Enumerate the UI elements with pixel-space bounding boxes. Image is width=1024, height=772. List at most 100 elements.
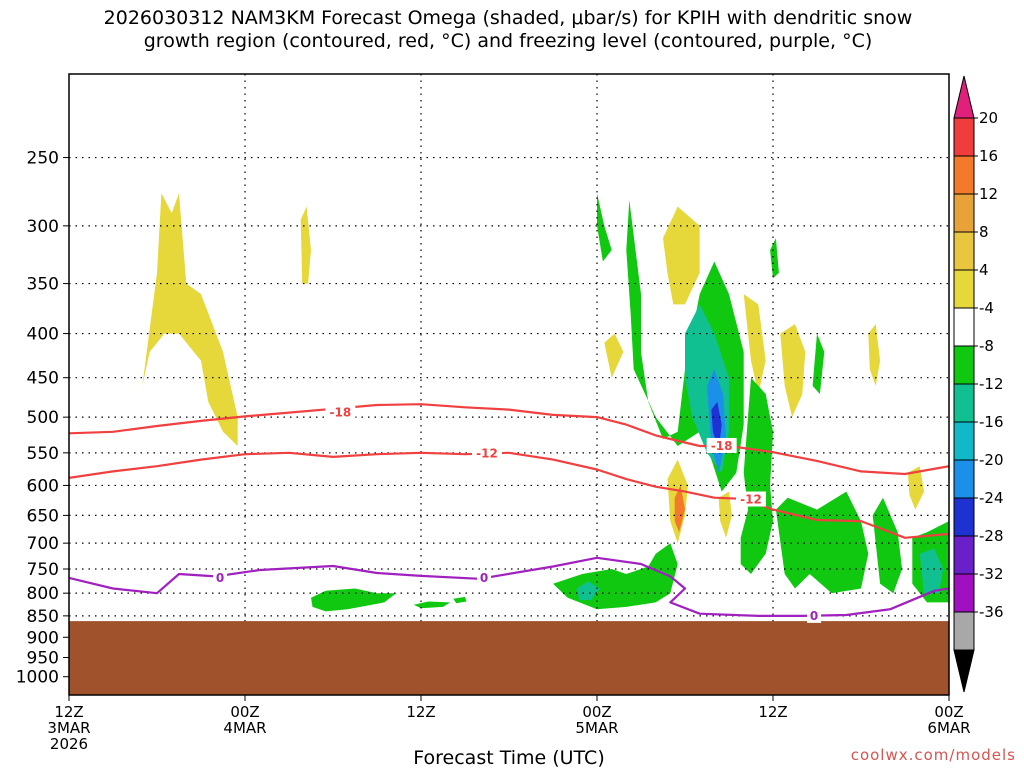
chart-title: 2026030312 NAM3KM Forecast Omega (shaded… bbox=[104, 7, 913, 29]
omega-cell bbox=[576, 581, 600, 601]
chart-subtitle: growth region (contoured, red, °C) and f… bbox=[144, 30, 873, 52]
colorbar-segment bbox=[953, 155, 975, 195]
contour-label: -12 bbox=[740, 493, 762, 507]
contour-label-bg bbox=[325, 404, 356, 420]
colorbar-label: -20 bbox=[979, 451, 1004, 469]
omega-cell bbox=[413, 601, 451, 609]
plot-frame bbox=[68, 73, 950, 696]
colorbar-segment bbox=[953, 573, 975, 613]
y-tick-label: 900 bbox=[27, 628, 59, 648]
y-tick-label: 550 bbox=[27, 444, 59, 464]
y-tick-label: 500 bbox=[27, 408, 59, 428]
x-tick-label: 4MAR bbox=[223, 719, 266, 737]
colorbar-segment bbox=[953, 421, 975, 461]
y-tick-label: 600 bbox=[27, 476, 59, 496]
x-tick-label: 5MAR bbox=[575, 719, 618, 737]
omega-cell bbox=[812, 333, 825, 394]
x-tick-label: 12Z bbox=[406, 703, 435, 721]
omega-cell bbox=[674, 485, 685, 533]
colorbar-label: -8 bbox=[979, 337, 994, 355]
colorbar-label: -4 bbox=[979, 299, 994, 317]
x-tick-label: 00Z bbox=[230, 703, 259, 721]
omega-cell bbox=[711, 401, 722, 450]
omega-cell bbox=[453, 596, 467, 604]
contour-label: -18 bbox=[329, 406, 351, 420]
colorbar-label: 4 bbox=[979, 261, 989, 279]
y-tick-label: 250 bbox=[27, 149, 59, 169]
omega-cell bbox=[597, 193, 612, 262]
colorbar-segment bbox=[953, 345, 975, 385]
omega-cell bbox=[743, 294, 766, 394]
y-tick-label: 650 bbox=[27, 506, 59, 526]
omega-cell bbox=[718, 491, 732, 538]
omega-cell bbox=[919, 548, 944, 594]
colorbar-label: 12 bbox=[979, 185, 998, 203]
x-tick-label: 12Z bbox=[54, 703, 83, 721]
contour-label: -18 bbox=[711, 439, 733, 453]
colorbar-segment bbox=[953, 307, 975, 347]
contour-label-bg bbox=[213, 569, 228, 585]
omega-cell bbox=[663, 206, 700, 305]
y-tick-label: 300 bbox=[27, 217, 59, 237]
contour-label-bg bbox=[472, 445, 502, 461]
y-tick-label: 400 bbox=[27, 325, 59, 345]
omega-cell bbox=[907, 466, 925, 510]
colorbar-label: -32 bbox=[979, 565, 1004, 583]
contour-label-bg bbox=[706, 437, 737, 453]
contour-label-bg bbox=[736, 491, 766, 507]
omega-cell bbox=[770, 238, 779, 279]
y-tick-label: 800 bbox=[27, 584, 59, 604]
colorbar-bottom-arrow bbox=[953, 649, 975, 693]
contour-label-bg bbox=[807, 607, 822, 623]
y-tick-label: 350 bbox=[27, 275, 59, 295]
omega-cell bbox=[740, 377, 773, 574]
y-axis: 2503003504004505005506006507007508008509… bbox=[16, 149, 69, 688]
contour-label: 0 bbox=[480, 571, 488, 585]
y-tick-label: 1000 bbox=[16, 668, 59, 688]
colorbar-label: -36 bbox=[979, 603, 1004, 621]
omega-cell bbox=[868, 324, 881, 386]
colorbar-label: 20 bbox=[979, 109, 998, 127]
y-tick-label: 700 bbox=[27, 534, 59, 554]
y-tick-label: 750 bbox=[27, 560, 59, 580]
colorbar-segment bbox=[953, 459, 975, 499]
terrain-fill bbox=[69, 621, 949, 695]
y-tick-label: 450 bbox=[27, 369, 59, 389]
x-tick-label: 2026 bbox=[50, 735, 88, 753]
omega-cell bbox=[604, 333, 624, 378]
x-axis-label: Forecast Time (UTC) bbox=[413, 747, 604, 768]
colorbar-segment bbox=[953, 497, 975, 537]
colorbar-segment bbox=[953, 535, 975, 575]
contour-label: -12 bbox=[476, 447, 498, 461]
contour-line bbox=[69, 403, 949, 476]
credit-text: coolwx.com/models bbox=[851, 746, 1016, 764]
colorbar-label: -12 bbox=[979, 375, 1004, 393]
x-tick-label: 00Z bbox=[934, 703, 963, 721]
omega-cell bbox=[311, 588, 397, 612]
contour-label: 0 bbox=[216, 571, 224, 585]
colorbar-segment bbox=[953, 269, 975, 309]
omega-cell bbox=[780, 324, 806, 418]
colorbar-segment bbox=[953, 611, 975, 651]
colorbar-top-arrow bbox=[953, 75, 975, 119]
colorbar-label: 16 bbox=[979, 147, 998, 165]
omega-shading bbox=[142, 193, 949, 612]
terrain-layer bbox=[69, 621, 949, 695]
contour-label-bg bbox=[477, 569, 492, 585]
x-tick-label: 6MAR bbox=[927, 719, 970, 737]
colorbar: 20 16 12 8 4 -4 -8 -12 -16 -20 -24 -28 -32 -36 bbox=[953, 75, 1004, 693]
colorbar-label: 8 bbox=[979, 223, 989, 241]
contour-line bbox=[69, 451, 949, 539]
y-tick-label: 850 bbox=[27, 607, 59, 627]
colorbar-label: -24 bbox=[979, 489, 1004, 507]
colorbar-label: -16 bbox=[979, 413, 1004, 431]
contour-label: 0 bbox=[810, 609, 818, 623]
colorbar-segment bbox=[953, 231, 975, 271]
colorbar-label: -28 bbox=[979, 527, 1004, 545]
x-tick-label: 3MAR bbox=[47, 719, 90, 737]
contour-layer: -18 -18 -12 -12 0 0 0 bbox=[69, 403, 949, 623]
y-tick-label: 950 bbox=[27, 649, 59, 669]
omega-cell bbox=[775, 491, 869, 594]
colorbar-segment bbox=[953, 383, 975, 423]
